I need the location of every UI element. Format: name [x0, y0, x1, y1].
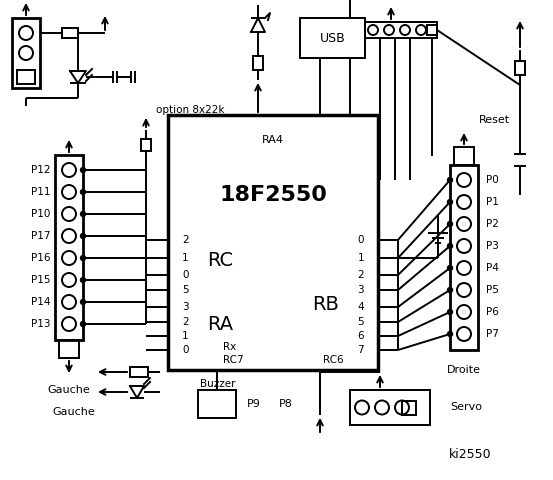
Text: P15: P15	[30, 275, 50, 285]
Bar	[17, 70, 35, 84]
Text: 7: 7	[357, 345, 364, 355]
Circle shape	[81, 322, 86, 326]
Bar	[350, 390, 430, 425]
Text: P12: P12	[30, 165, 50, 175]
Circle shape	[447, 288, 452, 292]
Text: 18F2550: 18F2550	[219, 185, 327, 205]
Text: Reset: Reset	[479, 115, 510, 125]
Text: Gauche: Gauche	[53, 407, 95, 417]
Circle shape	[81, 190, 86, 194]
Text: P11: P11	[30, 187, 50, 197]
Text: 0: 0	[182, 345, 189, 355]
Bar	[450, 165, 478, 350]
Circle shape	[447, 178, 452, 182]
Text: P7: P7	[486, 329, 499, 339]
Text: P10: P10	[30, 209, 50, 219]
Bar	[168, 115, 378, 370]
Bar	[59, 340, 79, 358]
Circle shape	[447, 243, 452, 249]
Circle shape	[447, 265, 452, 271]
Text: P17: P17	[30, 231, 50, 241]
Bar	[62, 28, 78, 38]
Circle shape	[81, 233, 86, 239]
Text: 3: 3	[357, 285, 364, 295]
Text: 2: 2	[182, 235, 189, 245]
Text: option 8x22k: option 8x22k	[156, 105, 225, 115]
Circle shape	[447, 310, 452, 314]
Bar	[300, 18, 365, 58]
Text: Buzzer: Buzzer	[200, 379, 236, 389]
Circle shape	[447, 200, 452, 204]
Text: Rx: Rx	[223, 342, 236, 352]
Text: RA4: RA4	[262, 135, 284, 145]
Text: P2: P2	[486, 219, 499, 229]
Text: 6: 6	[357, 331, 364, 341]
Circle shape	[81, 212, 86, 216]
Bar	[253, 56, 263, 70]
Text: 2: 2	[357, 270, 364, 280]
Text: P0: P0	[486, 175, 499, 185]
Circle shape	[447, 221, 452, 227]
Text: P3: P3	[486, 241, 499, 251]
Bar	[365, 22, 437, 38]
Bar	[198, 390, 236, 418]
Text: 0: 0	[357, 235, 364, 245]
Text: 5: 5	[182, 285, 189, 295]
Text: Droite: Droite	[447, 365, 481, 375]
Text: 4: 4	[357, 302, 364, 312]
Text: P1: P1	[486, 197, 499, 207]
Text: RC: RC	[207, 251, 233, 269]
Circle shape	[81, 168, 86, 172]
Circle shape	[81, 300, 86, 304]
Circle shape	[81, 277, 86, 283]
Text: P5: P5	[486, 285, 499, 295]
Text: RB: RB	[312, 296, 340, 314]
Text: 5: 5	[357, 317, 364, 327]
Text: Servo: Servo	[450, 403, 482, 412]
Text: USB: USB	[320, 32, 346, 45]
Text: RC6: RC6	[323, 355, 343, 365]
Bar	[55, 155, 83, 340]
Bar	[454, 147, 474, 165]
Text: 1: 1	[182, 253, 189, 263]
Text: 1: 1	[182, 331, 189, 341]
Text: RC7: RC7	[223, 355, 244, 365]
Text: P13: P13	[30, 319, 50, 329]
Text: P4: P4	[486, 263, 499, 273]
Text: 1: 1	[357, 253, 364, 263]
Text: 2: 2	[182, 317, 189, 327]
Text: 3: 3	[182, 302, 189, 312]
Bar	[12, 18, 40, 88]
Text: 0: 0	[182, 270, 189, 280]
Text: RA: RA	[207, 315, 233, 335]
Bar	[402, 400, 416, 415]
Bar	[141, 139, 151, 151]
Bar	[427, 25, 437, 35]
Text: P14: P14	[30, 297, 50, 307]
Text: P6: P6	[486, 307, 499, 317]
Text: ki2550: ki2550	[448, 448, 491, 461]
Text: P8: P8	[279, 399, 293, 409]
Circle shape	[81, 255, 86, 261]
Bar	[515, 60, 525, 74]
Text: P9: P9	[247, 399, 261, 409]
Text: P16: P16	[30, 253, 50, 263]
Bar	[130, 367, 148, 377]
Circle shape	[447, 332, 452, 336]
Text: Gauche: Gauche	[48, 385, 90, 395]
